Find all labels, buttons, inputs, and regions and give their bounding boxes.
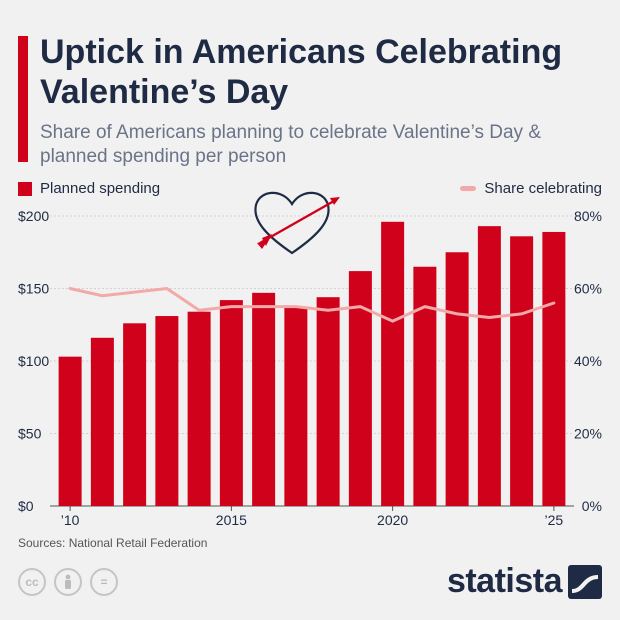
right-axis-tick-label: 0% xyxy=(582,498,602,514)
person-icon[interactable] xyxy=(54,568,82,596)
license-icons: cc = xyxy=(18,568,126,596)
left-axis-tick-label: $50 xyxy=(18,426,42,442)
statista-wordmark: statista xyxy=(446,562,563,600)
right-axis-labels: 0% 20% 40% 60% 80% xyxy=(574,208,602,514)
bar xyxy=(155,316,179,506)
chart-title: Uptick in Americans Celebrating Valentin… xyxy=(40,33,563,111)
title-accent-bar xyxy=(18,36,28,162)
bar xyxy=(542,231,566,506)
right-axis-tick-label: 20% xyxy=(574,426,602,442)
left-axis-tick-label: $150 xyxy=(18,281,49,297)
left-axis-tick-label: $100 xyxy=(18,353,49,369)
bar xyxy=(348,271,372,506)
statista-brand[interactable]: statista xyxy=(447,562,602,601)
right-axis-tick-label: 80% xyxy=(574,208,602,224)
cc-icon[interactable]: cc xyxy=(18,568,46,596)
equals-icon[interactable]: = xyxy=(90,568,118,596)
bar xyxy=(316,297,340,506)
bar xyxy=(58,356,82,506)
right-axis-tick-label: 60% xyxy=(574,281,602,297)
left-axis-tick-label: $200 xyxy=(18,208,49,224)
legend-bars-label: Planned spending xyxy=(40,180,161,197)
bar xyxy=(413,266,437,506)
x-tick-label: ’10 xyxy=(61,512,80,528)
bar xyxy=(123,323,147,506)
bar xyxy=(510,236,534,507)
legend-line-swatch xyxy=(460,186,477,191)
left-axis-tick-label: $0 xyxy=(18,498,34,514)
chart-subtitle: Share of Americans planning to celebrate… xyxy=(40,122,541,167)
source-note: Sources: National Retail Federation xyxy=(18,536,208,550)
x-tick-label: ’25 xyxy=(545,512,564,528)
legend-bar-swatch xyxy=(18,181,32,196)
bar xyxy=(187,311,211,506)
legend-bars: Planned spending xyxy=(18,180,160,197)
bar xyxy=(90,337,114,506)
legend-line-label: Share celebrating xyxy=(484,180,602,197)
x-tick-label: 2020 xyxy=(377,512,408,528)
right-axis-tick-label: 40% xyxy=(574,353,602,369)
bar xyxy=(381,221,405,507)
bar xyxy=(284,307,308,506)
x-axis-labels: ’10 2015 2020 ’25 xyxy=(61,506,564,528)
bar xyxy=(477,226,501,506)
x-tick-label: 2015 xyxy=(216,512,247,528)
line-series xyxy=(68,287,556,323)
legend-line: Share celebrating xyxy=(460,180,602,197)
bar xyxy=(445,252,469,506)
bar xyxy=(252,292,276,506)
bar xyxy=(219,300,243,506)
bar-series xyxy=(58,221,566,507)
heart-arrow-icon xyxy=(254,191,340,255)
statista-logo-icon xyxy=(568,564,602,599)
share-line xyxy=(68,287,556,323)
left-axis-labels: $0 $50 $100 $150 $200 xyxy=(18,208,49,514)
